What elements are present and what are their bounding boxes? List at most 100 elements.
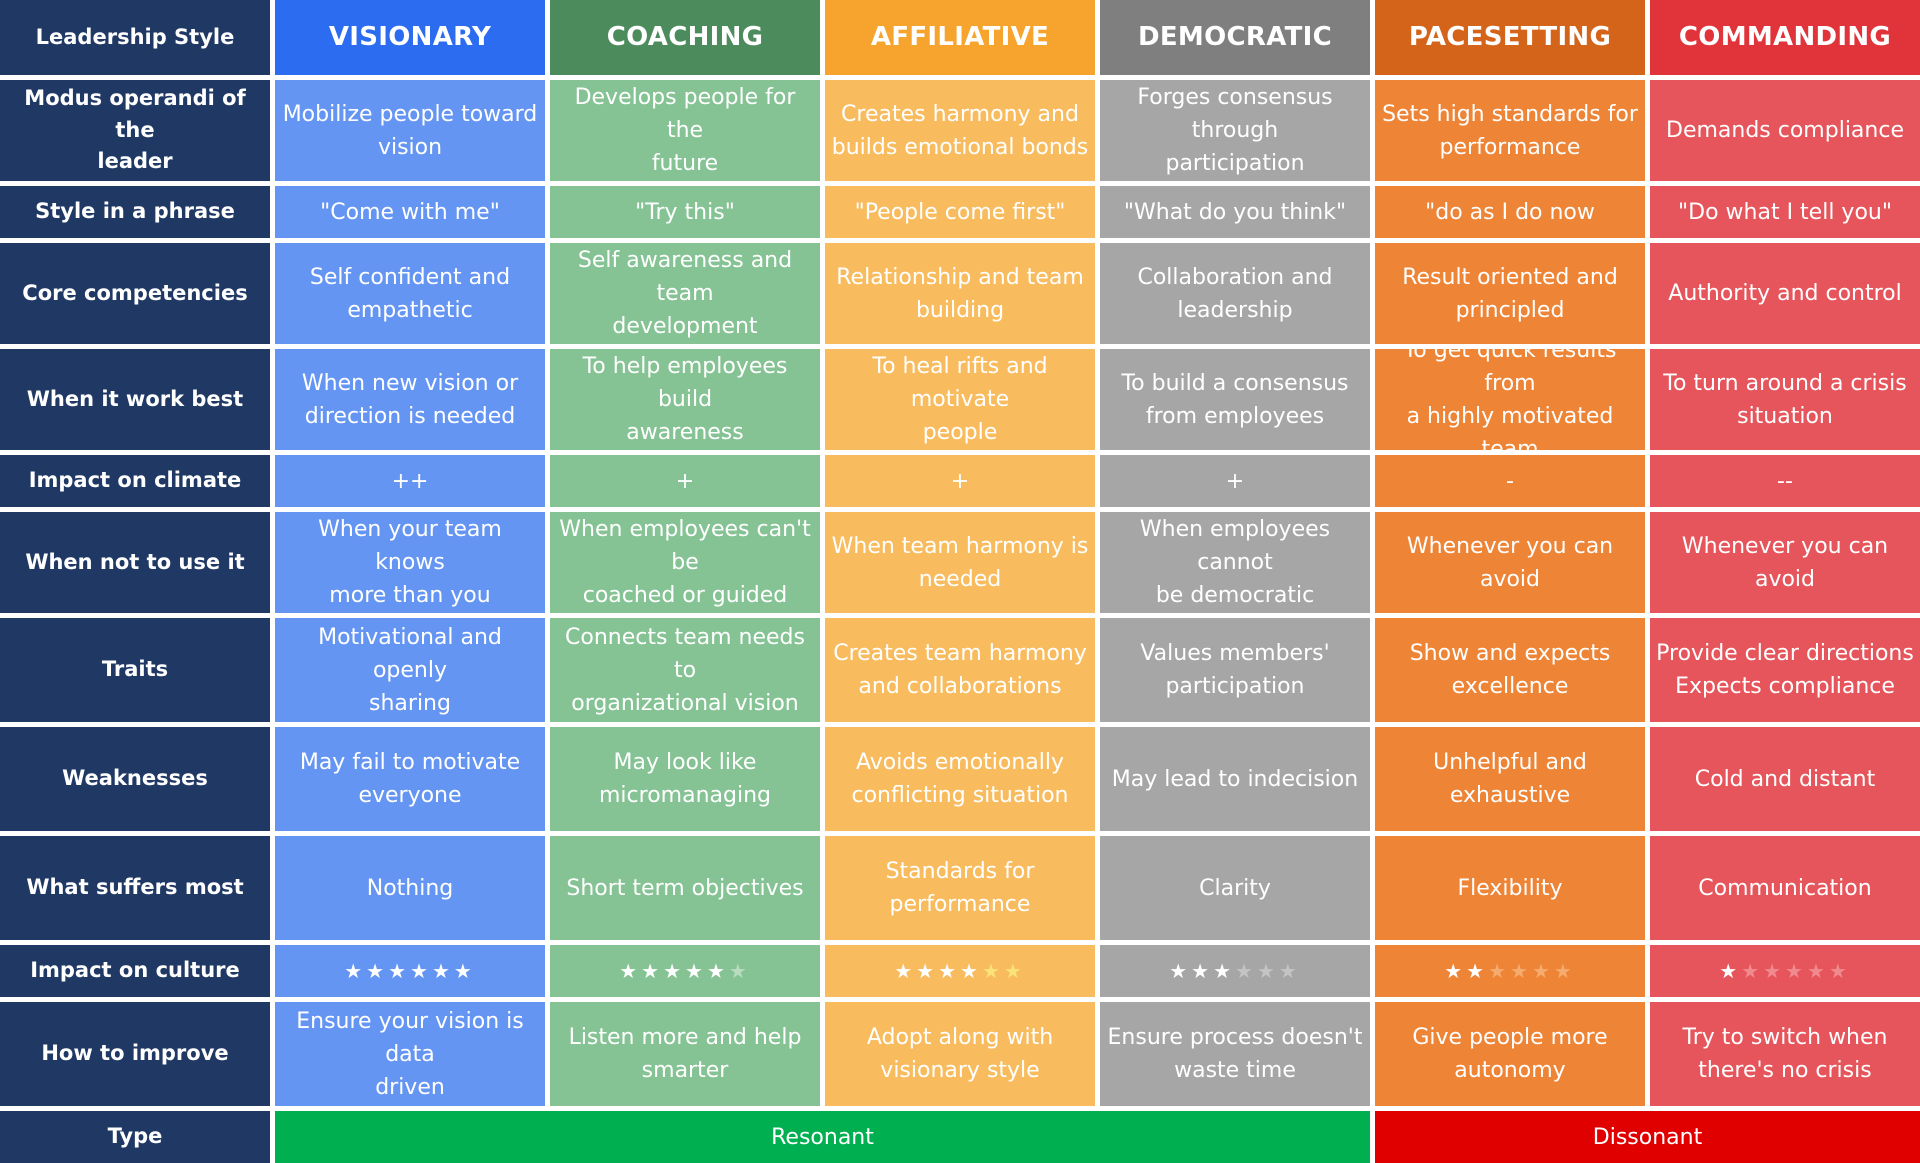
style-header-affiliative: AFFILIATIVE bbox=[825, 0, 1095, 75]
row-label: Impact on climate bbox=[0, 455, 270, 507]
table-cell: To turn around a crisis situation bbox=[1650, 349, 1920, 450]
row-label: Traits bbox=[0, 618, 270, 722]
table-cell: Adopt along with visionary style bbox=[825, 1002, 1095, 1106]
table-cell: When employees cannot be democratic bbox=[1100, 512, 1370, 613]
star-icon: ★ bbox=[1553, 959, 1576, 983]
table-cell: Creates harmony and builds emotional bon… bbox=[825, 80, 1095, 181]
table-cell: Ensure your vision is data driven bbox=[275, 1002, 545, 1106]
star-icon: ★ bbox=[431, 959, 454, 983]
table-cell: Sets high standards for performance bbox=[1375, 80, 1645, 181]
star-icon: ★ bbox=[685, 959, 707, 983]
row-label: Style in a phrase bbox=[0, 186, 270, 238]
star-icon: ★ bbox=[1763, 959, 1785, 983]
star-icon: ★ bbox=[1003, 959, 1026, 983]
star-icon: ★ bbox=[1235, 959, 1257, 983]
table-cell: Self awareness and team development bbox=[550, 243, 820, 344]
table-cell: Nothing bbox=[275, 836, 545, 940]
star-icon: ★ bbox=[1785, 959, 1807, 983]
row-label: What suffers most bbox=[0, 836, 270, 940]
table-cell: May fail to motivate everyone bbox=[275, 727, 545, 831]
star-icon: ★ bbox=[344, 959, 367, 983]
table-cell: When team harmony is needed bbox=[825, 512, 1095, 613]
style-header-commanding: COMMANDING bbox=[1650, 0, 1920, 75]
star-icon: ★ bbox=[619, 959, 642, 983]
table-cell: Ensure process doesn't waste time bbox=[1100, 1002, 1370, 1106]
table-cell: Demands compliance bbox=[1650, 80, 1920, 181]
table-cell: When employees can't be coached or guide… bbox=[550, 512, 820, 613]
table-cell: "Do what I tell you" bbox=[1650, 186, 1920, 238]
style-header-democratic: DEMOCRATIC bbox=[1100, 0, 1370, 75]
row-label-type: Type bbox=[0, 1111, 270, 1163]
table-cell: Short term objectives bbox=[550, 836, 820, 940]
star-icon: ★ bbox=[410, 959, 432, 983]
type-dissonant: Dissonant bbox=[1375, 1111, 1920, 1163]
star-icon: ★ bbox=[894, 959, 917, 983]
style-header-pacesetting: PACESETTING bbox=[1375, 0, 1645, 75]
table-cell: ++ bbox=[275, 455, 545, 507]
table-cell: Creates team harmony and collaborations bbox=[825, 618, 1095, 722]
star-icon: ★ bbox=[1719, 959, 1742, 983]
table-cell: Whenever you can avoid bbox=[1650, 512, 1920, 613]
table-cell: Avoids emotionally conflicting situation bbox=[825, 727, 1095, 831]
star-icon: ★ bbox=[1169, 959, 1192, 983]
star-icon: ★ bbox=[728, 959, 751, 983]
star-icon: ★ bbox=[1191, 959, 1214, 983]
table-cell: May look like micromanaging bbox=[550, 727, 820, 831]
table-cell: When new vision or direction is needed bbox=[275, 349, 545, 450]
table-cell: Listen more and help smarter bbox=[550, 1002, 820, 1106]
table-cell: Motivational and openly sharing bbox=[275, 618, 545, 722]
table-cell: Cold and distant bbox=[1650, 727, 1920, 831]
table-cell: To heal rifts and motivate people bbox=[825, 349, 1095, 450]
star-rating: ★ ★ ★ ★ ★ ★ bbox=[1100, 945, 1370, 997]
table-cell: May lead to indecision bbox=[1100, 727, 1370, 831]
star-icon: ★ bbox=[366, 959, 389, 983]
row-label: When it work best bbox=[0, 349, 270, 450]
table-cell: "Come with me" bbox=[275, 186, 545, 238]
type-resonant: Resonant bbox=[275, 1111, 1370, 1163]
table-cell: - bbox=[1375, 455, 1645, 507]
row-label-improve: How to improve bbox=[0, 1002, 270, 1106]
table-cell: Unhelpful and exhaustive bbox=[1375, 727, 1645, 831]
table-cell: Clarity bbox=[1100, 836, 1370, 940]
star-icon: ★ bbox=[960, 959, 982, 983]
star-icon: ★ bbox=[916, 959, 939, 983]
star-icon: ★ bbox=[1510, 959, 1532, 983]
star-rating: ★ ★ ★ ★ ★ ★ bbox=[825, 945, 1095, 997]
table-cell: Values members' participation bbox=[1100, 618, 1370, 722]
star-icon: ★ bbox=[1828, 959, 1851, 983]
table-cell: "do as I do now bbox=[1375, 186, 1645, 238]
star-icon: ★ bbox=[1466, 959, 1489, 983]
star-icon: ★ bbox=[938, 959, 960, 983]
star-rating: ★ ★ ★ ★ ★ ★ bbox=[275, 945, 545, 997]
star-icon: ★ bbox=[1444, 959, 1467, 983]
table-cell: To build a consensus from employees bbox=[1100, 349, 1370, 450]
star-icon: ★ bbox=[388, 959, 410, 983]
star-icon: ★ bbox=[1806, 959, 1829, 983]
style-header-visionary: VISIONARY bbox=[275, 0, 545, 75]
table-cell: Authority and control bbox=[1650, 243, 1920, 344]
star-icon: ★ bbox=[1213, 959, 1235, 983]
table-cell: + bbox=[825, 455, 1095, 507]
star-icon: ★ bbox=[641, 959, 664, 983]
table-cell: To get quick results from a highly motiv… bbox=[1375, 349, 1645, 450]
table-cell: Develops people for the future bbox=[550, 80, 820, 181]
table-cell: Try to switch when there's no crisis bbox=[1650, 1002, 1920, 1106]
table-cell: Forges consensus through participation bbox=[1100, 80, 1370, 181]
table-cell: Communication bbox=[1650, 836, 1920, 940]
star-rating: ★ ★ ★ ★ ★ ★ bbox=[1375, 945, 1645, 997]
table-cell: Mobilize people toward vision bbox=[275, 80, 545, 181]
corner-header: Leadership Style bbox=[0, 0, 270, 75]
table-cell: "People come first" bbox=[825, 186, 1095, 238]
table-cell: Show and expects excellence bbox=[1375, 618, 1645, 722]
star-icon: ★ bbox=[663, 959, 685, 983]
star-icon: ★ bbox=[1488, 959, 1510, 983]
row-label-culture: Impact on culture bbox=[0, 945, 270, 997]
table-cell: + bbox=[1100, 455, 1370, 507]
table-cell: Whenever you can avoid bbox=[1375, 512, 1645, 613]
table-cell: Provide clear directions Expects complia… bbox=[1650, 618, 1920, 722]
row-label: Modus operandi of the leader bbox=[0, 80, 270, 181]
table-cell: Flexibility bbox=[1375, 836, 1645, 940]
table-cell: "Try this" bbox=[550, 186, 820, 238]
star-rating: ★ ★ ★ ★ ★ ★ bbox=[1650, 945, 1920, 997]
